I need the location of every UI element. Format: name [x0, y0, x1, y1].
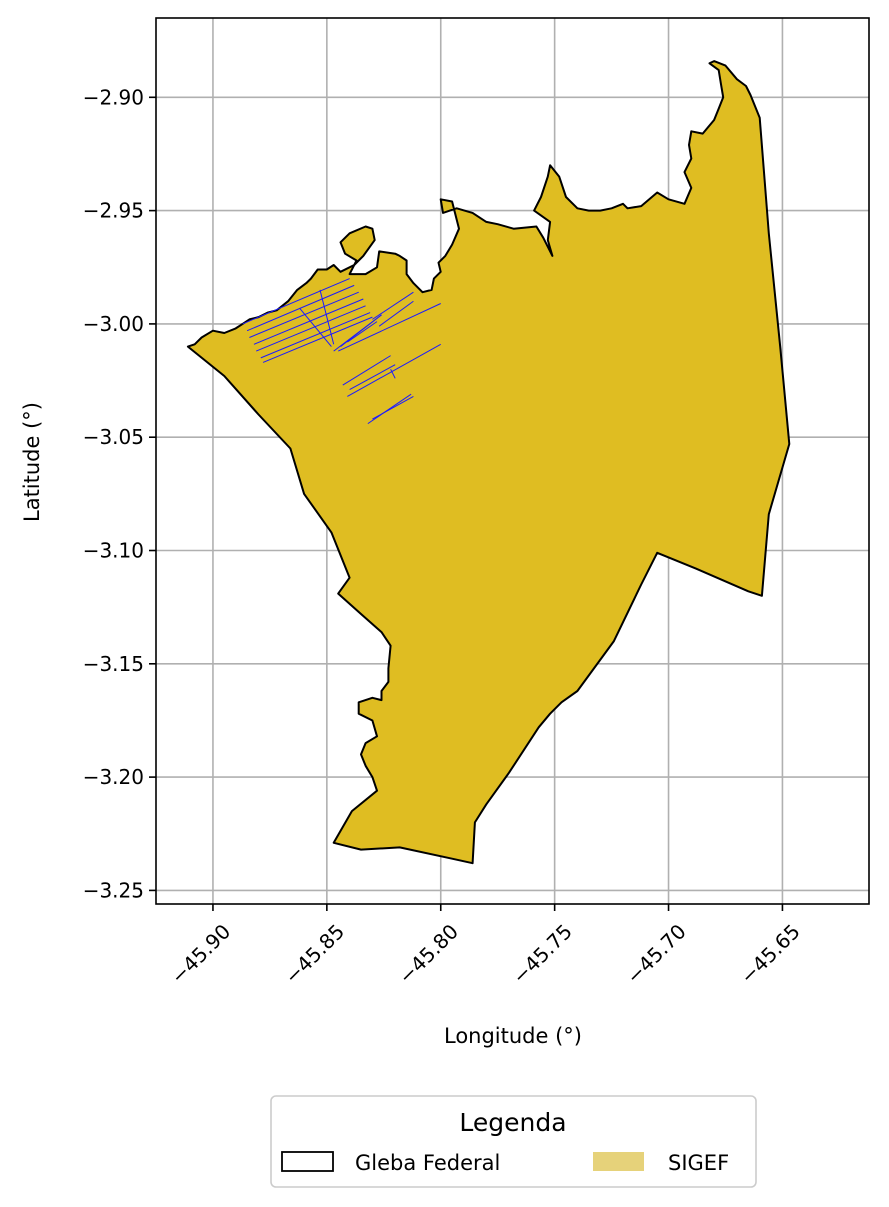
- y-axis-ticks: −2.90 −2.95 −3.00 −3.05 −3.10 −3.15 −3.20 −3.25: [83, 85, 156, 902]
- y-tick-label-0: −2.90: [83, 85, 144, 109]
- legend-label-sigef: SIGEF: [668, 1151, 729, 1175]
- sigef-parcel-line-5: [260, 312, 371, 359]
- x-tick-label-5: −45.65: [735, 919, 804, 988]
- y-axis-label: Latitude (°): [20, 402, 44, 522]
- sigef-parcel-line-1: [246, 284, 355, 332]
- y-tick-label-3: −3.05: [83, 425, 144, 449]
- sigef-parcel-line-14: [338, 303, 441, 352]
- legend-title: Legenda: [459, 1108, 566, 1137]
- plot-frame: [155, 17, 870, 905]
- sigef-parcel-line-11: [347, 321, 378, 343]
- legend-swatch-gleba: [281, 1151, 334, 1172]
- x-axis-label: Longitude (°): [444, 1024, 582, 1048]
- sigef-parcel-line-20: [390, 369, 396, 379]
- y-tick-label-7: −3.25: [83, 878, 144, 902]
- y-tick-label-1: −2.95: [83, 199, 144, 223]
- sigef-parcel-line-17: [349, 364, 396, 391]
- sigef-parcel-line-12: [372, 291, 414, 320]
- x-tick-label-1: −45.85: [280, 919, 349, 988]
- x-axis-ticks: −45.90 −45.85 −45.80 −45.75 −45.70 −45.65: [166, 904, 805, 989]
- x-tick-label-0: −45.90: [166, 919, 235, 988]
- gleba-federal-polygon: [186, 60, 791, 865]
- sigef-parcel-line-3: [253, 298, 364, 345]
- y-tick-label-5: −3.15: [83, 652, 144, 676]
- sigef-parcel-line-18: [367, 393, 412, 425]
- sigef-parcel-line-0: [242, 278, 350, 325]
- sigef-parcel-line-7: [299, 307, 332, 347]
- legend-swatch-sigef: [593, 1152, 644, 1171]
- sigef-parcel-line-16: [347, 343, 441, 397]
- sigef-parcel-line-19: [372, 395, 414, 420]
- sigef-parcel-line-4: [256, 305, 366, 352]
- sigef-parcels: [242, 278, 441, 425]
- y-tick-label-2: −3.00: [83, 312, 144, 336]
- x-tick-label-4: −45.70: [622, 919, 691, 988]
- legend: Legenda Gleba Federal SIGEF: [270, 1095, 757, 1188]
- sigef-parcel-line-13: [378, 300, 414, 327]
- sigef-parcel-line-2: [249, 291, 359, 338]
- sigef-parcel-line-15: [342, 355, 391, 386]
- x-tick-label-2: −45.80: [394, 919, 463, 988]
- sigef-parcel-line-10: [340, 314, 382, 347]
- sigef-parcel-line-8: [319, 289, 335, 345]
- legend-label-gleba: Gleba Federal: [355, 1151, 500, 1175]
- y-tick-label-4: −3.10: [83, 539, 144, 563]
- sigef-parcel-line-6: [262, 316, 373, 363]
- y-tick-label-6: −3.20: [83, 765, 144, 789]
- x-tick-label-3: −45.75: [508, 919, 577, 988]
